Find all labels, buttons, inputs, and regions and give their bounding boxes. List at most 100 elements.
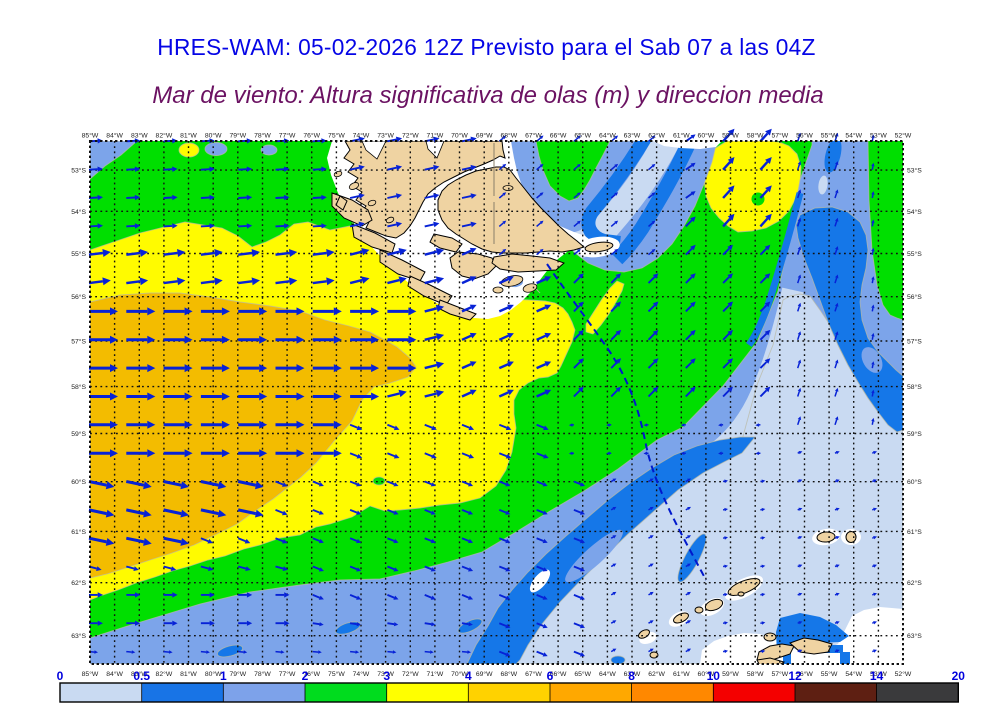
svg-text:77°W: 77°W bbox=[279, 132, 296, 140]
svg-text:3: 3 bbox=[383, 669, 390, 683]
svg-text:56°W: 56°W bbox=[796, 670, 813, 678]
svg-text:55°S: 55°S bbox=[71, 250, 86, 258]
svg-text:63°W: 63°W bbox=[624, 670, 641, 678]
svg-text:1: 1 bbox=[220, 669, 227, 683]
svg-text:54°S: 54°S bbox=[71, 208, 86, 216]
svg-text:53°W: 53°W bbox=[870, 670, 887, 678]
svg-text:69°W: 69°W bbox=[476, 132, 493, 140]
svg-text:57°W: 57°W bbox=[771, 670, 788, 678]
svg-text:68°W: 68°W bbox=[500, 132, 517, 140]
svg-text:58°W: 58°W bbox=[747, 670, 764, 678]
svg-text:54°W: 54°W bbox=[845, 132, 862, 140]
svg-text:57°S: 57°S bbox=[907, 338, 922, 346]
svg-text:64°W: 64°W bbox=[599, 132, 616, 140]
svg-text:56°S: 56°S bbox=[71, 293, 86, 301]
svg-text:77°W: 77°W bbox=[279, 670, 296, 678]
svg-text:59°W: 59°W bbox=[722, 132, 739, 140]
svg-text:60°W: 60°W bbox=[698, 132, 715, 140]
svg-text:75°W: 75°W bbox=[328, 132, 345, 140]
svg-text:71°W: 71°W bbox=[427, 132, 444, 140]
svg-text:83°W: 83°W bbox=[131, 670, 148, 678]
svg-text:59°S: 59°S bbox=[71, 430, 86, 438]
svg-text:70°W: 70°W bbox=[451, 670, 468, 678]
svg-text:78°W: 78°W bbox=[254, 670, 271, 678]
svg-text:12: 12 bbox=[788, 669, 802, 683]
svg-text:62°S: 62°S bbox=[907, 579, 922, 587]
svg-text:72°W: 72°W bbox=[402, 132, 419, 140]
svg-text:4: 4 bbox=[465, 669, 472, 683]
svg-text:52°W: 52°W bbox=[895, 132, 912, 140]
svg-text:8: 8 bbox=[628, 669, 635, 683]
svg-text:63°S: 63°S bbox=[71, 632, 86, 640]
svg-text:83°W: 83°W bbox=[131, 132, 148, 140]
svg-text:65°W: 65°W bbox=[574, 670, 591, 678]
svg-text:59°W: 59°W bbox=[722, 670, 739, 678]
svg-text:6: 6 bbox=[547, 669, 554, 683]
svg-text:68°W: 68°W bbox=[500, 670, 517, 678]
svg-text:85°W: 85°W bbox=[82, 670, 99, 678]
svg-text:61°S: 61°S bbox=[71, 528, 86, 536]
svg-text:67°W: 67°W bbox=[525, 670, 542, 678]
svg-text:66°W: 66°W bbox=[550, 670, 567, 678]
svg-text:62°W: 62°W bbox=[648, 670, 665, 678]
svg-text:67°W: 67°W bbox=[525, 132, 542, 140]
svg-text:60°S: 60°S bbox=[907, 478, 922, 486]
svg-text:56°W: 56°W bbox=[796, 132, 813, 140]
svg-text:84°W: 84°W bbox=[106, 132, 123, 140]
svg-text:84°W: 84°W bbox=[106, 670, 123, 678]
svg-text:76°W: 76°W bbox=[303, 670, 320, 678]
svg-text:69°W: 69°W bbox=[476, 670, 493, 678]
svg-text:57°S: 57°S bbox=[71, 338, 86, 346]
svg-text:53°W: 53°W bbox=[870, 132, 887, 140]
svg-text:60°W: 60°W bbox=[698, 670, 715, 678]
svg-text:75°W: 75°W bbox=[328, 670, 345, 678]
svg-text:61°S: 61°S bbox=[907, 528, 922, 536]
svg-text:63°W: 63°W bbox=[624, 132, 641, 140]
svg-text:2: 2 bbox=[302, 669, 309, 683]
svg-text:71°W: 71°W bbox=[427, 670, 444, 678]
svg-text:60°S: 60°S bbox=[71, 478, 86, 486]
svg-text:54°S: 54°S bbox=[907, 208, 922, 216]
svg-text:0.5: 0.5 bbox=[133, 669, 150, 683]
svg-text:79°W: 79°W bbox=[229, 132, 246, 140]
svg-text:0: 0 bbox=[57, 669, 64, 683]
svg-text:76°W: 76°W bbox=[303, 132, 320, 140]
svg-text:56°S: 56°S bbox=[907, 293, 922, 301]
svg-text:58°S: 58°S bbox=[71, 383, 86, 391]
svg-text:53°S: 53°S bbox=[907, 167, 922, 175]
svg-text:58°W: 58°W bbox=[747, 132, 764, 140]
svg-text:54°W: 54°W bbox=[845, 670, 862, 678]
svg-text:72°W: 72°W bbox=[402, 670, 419, 678]
svg-text:73°W: 73°W bbox=[377, 132, 394, 140]
svg-text:70°W: 70°W bbox=[451, 132, 468, 140]
svg-text:73°W: 73°W bbox=[377, 670, 394, 678]
svg-text:80°W: 80°W bbox=[205, 132, 222, 140]
svg-text:55°S: 55°S bbox=[907, 250, 922, 258]
svg-text:10: 10 bbox=[707, 669, 721, 683]
svg-text:78°W: 78°W bbox=[254, 132, 271, 140]
svg-text:61°W: 61°W bbox=[673, 670, 690, 678]
svg-text:55°W: 55°W bbox=[821, 670, 838, 678]
svg-text:80°W: 80°W bbox=[205, 670, 222, 678]
svg-text:79°W: 79°W bbox=[229, 670, 246, 678]
svg-text:81°W: 81°W bbox=[180, 670, 197, 678]
svg-text:64°W: 64°W bbox=[599, 670, 616, 678]
svg-text:53°S: 53°S bbox=[71, 167, 86, 175]
svg-text:74°W: 74°W bbox=[353, 670, 370, 678]
svg-text:74°W: 74°W bbox=[353, 132, 370, 140]
svg-text:57°W: 57°W bbox=[771, 132, 788, 140]
svg-text:63°S: 63°S bbox=[907, 632, 922, 640]
svg-text:55°W: 55°W bbox=[821, 132, 838, 140]
svg-text:62°S: 62°S bbox=[71, 579, 86, 587]
svg-text:58°S: 58°S bbox=[907, 383, 922, 391]
svg-text:14: 14 bbox=[870, 669, 884, 683]
svg-text:59°S: 59°S bbox=[907, 430, 922, 438]
svg-text:65°W: 65°W bbox=[574, 132, 591, 140]
svg-text:82°W: 82°W bbox=[156, 132, 173, 140]
svg-text:20: 20 bbox=[952, 669, 966, 683]
svg-text:82°W: 82°W bbox=[156, 670, 173, 678]
svg-text:85°W: 85°W bbox=[82, 132, 99, 140]
svg-text:61°W: 61°W bbox=[673, 132, 690, 140]
svg-text:52°W: 52°W bbox=[895, 670, 912, 678]
svg-text:81°W: 81°W bbox=[180, 132, 197, 140]
